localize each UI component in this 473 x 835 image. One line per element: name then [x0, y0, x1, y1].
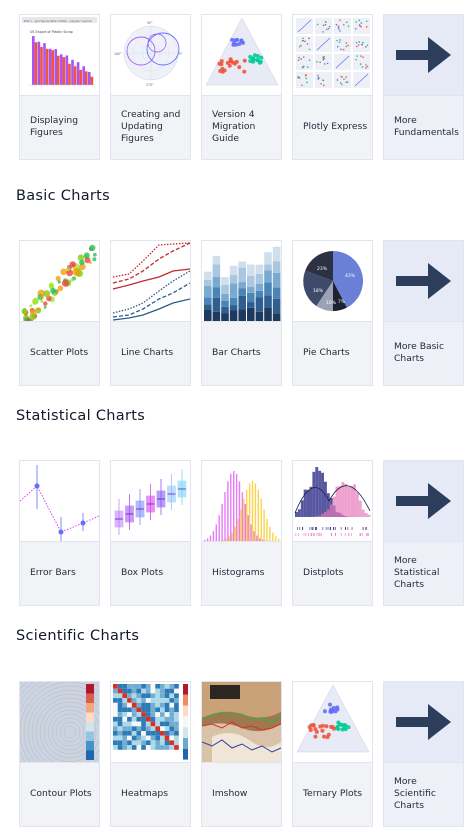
arrow-right-icon: [396, 483, 451, 519]
card-label: Error Bars: [30, 567, 76, 578]
histogram-thumbnail: [202, 461, 281, 542]
svg-text:270°: 270°: [146, 83, 154, 87]
polar-chart-thumbnail: 90° 0° 180° 270°: [111, 15, 190, 96]
card-label: Version 4 Migration Guide: [212, 109, 256, 144]
card-more-basic-charts[interactable]: More Basic Charts: [383, 240, 464, 386]
card-line-charts[interactable]: Line Charts: [110, 240, 191, 386]
card-histograms[interactable]: Histograms: [201, 460, 282, 606]
more-thumbnail: [384, 241, 463, 322]
box-plots-thumbnail: [111, 461, 190, 542]
ternary-scatter-thumbnail: [202, 15, 281, 96]
imshow-thumbnail: [202, 682, 281, 763]
displaying-figures-thumbnail: Plot | - go.Figure(data=data) - Jupyter …: [20, 15, 99, 96]
svg-text:10%: 10%: [326, 300, 337, 306]
card-more-statistical-charts[interactable]: More Statistical Charts: [383, 460, 464, 606]
svg-text:180°: 180°: [114, 52, 122, 56]
arrow-right-icon: [396, 37, 451, 73]
card-label: More Scientific Charts: [394, 776, 436, 811]
svg-text:US Export of Plastic Scrap: US Export of Plastic Scrap: [30, 30, 73, 34]
statistical-charts-row: Error Bars Box Plots Histograms Distplot…: [19, 460, 465, 608]
card-creating-updating-figures[interactable]: 90° 0° 180° 270° Creating and Updating F…: [110, 14, 191, 160]
card-bar-charts[interactable]: Bar Charts: [201, 240, 282, 386]
svg-text:Plot | - go.Figure(data=data): Plot | - go.Figure(data=data) - Jupyter …: [24, 19, 92, 23]
card-ternary-plots[interactable]: Ternary Plots: [292, 681, 373, 827]
card-displaying-figures[interactable]: Plot | - go.Figure(data=data) - Jupyter …: [19, 14, 100, 160]
stacked-bar-thumbnail: [202, 241, 281, 322]
card-box-plots[interactable]: Box Plots: [110, 460, 191, 606]
card-label: More Fundamentals: [394, 115, 459, 138]
svg-text:18%: 18%: [313, 288, 324, 294]
section-title-scientific-charts: Scientific Charts: [16, 628, 140, 644]
card-label: Scatter Plots: [30, 347, 89, 358]
svg-text:0°: 0°: [179, 52, 183, 56]
card-label: Creating and Updating Figures: [121, 109, 181, 144]
distplot-thumbnail: [293, 461, 372, 542]
card-plotly-express[interactable]: Plotly Express: [292, 14, 373, 160]
section-title-statistical-charts: Statistical Charts: [16, 408, 146, 424]
error-bars-thumbnail: [20, 461, 99, 542]
card-label: More Statistical Charts: [394, 555, 440, 590]
card-label: Plotly Express: [303, 121, 368, 132]
svg-text:90°: 90°: [147, 21, 153, 25]
card-label: Pie Charts: [303, 347, 350, 358]
svg-text:7%: 7%: [338, 299, 346, 305]
card-label: Bar Charts: [212, 347, 261, 358]
arrow-right-icon: [396, 263, 451, 299]
contour-thumbnail: [20, 682, 99, 763]
scientific-charts-row: Contour Plots Heatmaps Imshow: [19, 681, 465, 829]
card-label: Distplots: [303, 567, 344, 578]
more-thumbnail: [384, 461, 463, 542]
card-distplots[interactable]: Distplots: [292, 460, 373, 606]
more-thumbnail: [384, 682, 463, 763]
card-contour-plots[interactable]: Contour Plots: [19, 681, 100, 827]
card-label: Contour Plots: [30, 788, 92, 799]
scatter-matrix-thumbnail: [293, 15, 372, 96]
card-imshow[interactable]: Imshow: [201, 681, 282, 827]
svg-text:23%: 23%: [317, 266, 328, 272]
card-label: Histograms: [212, 567, 265, 578]
card-label: Ternary Plots: [303, 788, 363, 799]
card-label: Heatmaps: [121, 788, 168, 799]
ternary-thumbnail: [293, 682, 372, 763]
card-heatmaps[interactable]: Heatmaps: [110, 681, 191, 827]
pie-chart-thumbnail: 43% 23% 18% 10% 7%: [293, 241, 372, 322]
heatmap-thumbnail: [111, 682, 190, 763]
card-label: Box Plots: [121, 567, 164, 578]
fundamentals-row: Plot | - go.Figure(data=data) - Jupyter …: [19, 14, 465, 162]
card-label: More Basic Charts: [394, 341, 445, 364]
section-title-basic-charts: Basic Charts: [16, 188, 110, 204]
card-pie-charts[interactable]: 43% 23% 18% 10% 7% Pie Charts: [292, 240, 373, 386]
card-more-fundamentals[interactable]: More Fundamentals: [383, 14, 464, 160]
more-thumbnail: [384, 15, 463, 96]
card-v4-migration-guide[interactable]: Version 4 Migration Guide: [201, 14, 282, 160]
card-error-bars[interactable]: Error Bars: [19, 460, 100, 606]
card-label: Line Charts: [121, 347, 174, 358]
basic-charts-row: Scatter Plots Line Charts Bar Charts: [19, 240, 465, 388]
svg-text:43%: 43%: [345, 273, 356, 279]
scatter-thumbnail: [20, 241, 99, 322]
line-chart-thumbnail: [111, 241, 190, 322]
card-more-scientific-charts[interactable]: More Scientific Charts: [383, 681, 464, 827]
arrow-right-icon: [396, 704, 451, 740]
card-label: Displaying Figures: [30, 115, 79, 138]
card-scatter-plots[interactable]: Scatter Plots: [19, 240, 100, 386]
card-label: Imshow: [212, 788, 248, 799]
